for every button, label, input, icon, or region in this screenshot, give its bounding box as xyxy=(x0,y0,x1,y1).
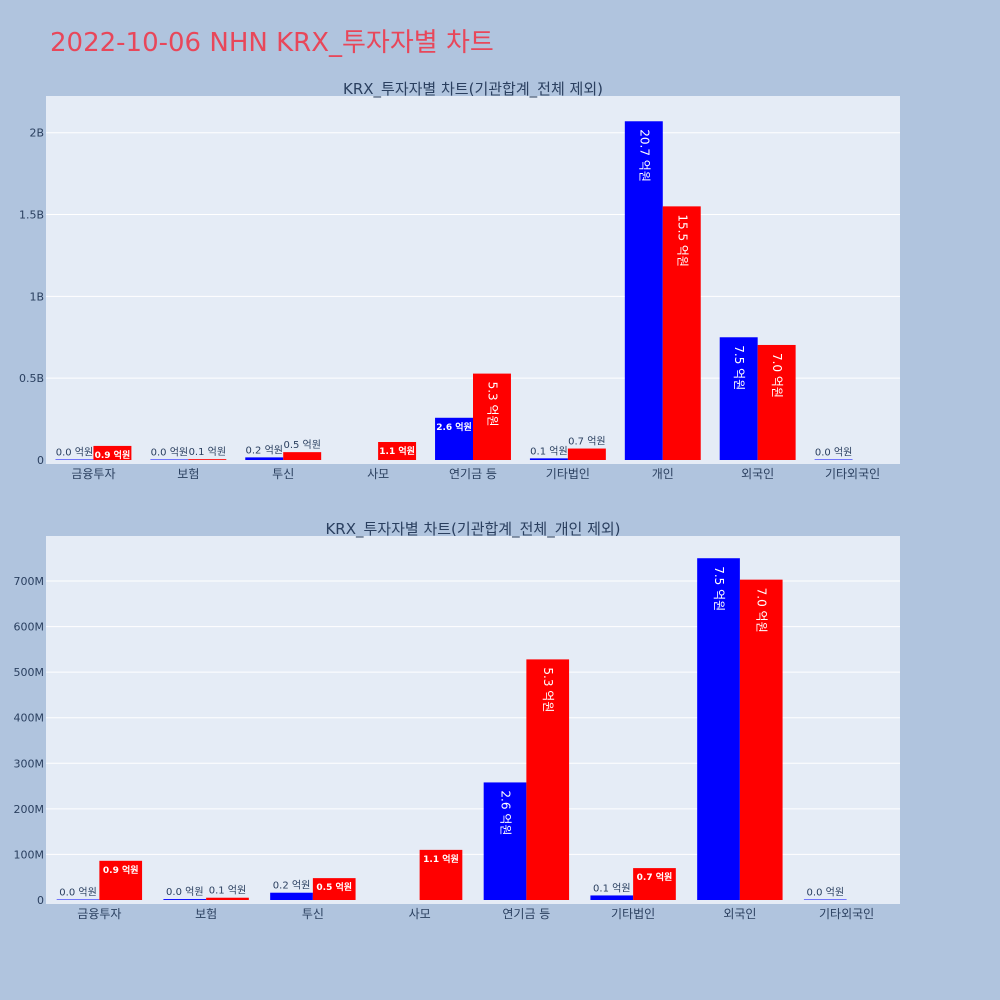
data-label: 2.6 억원 xyxy=(436,421,472,433)
bar-sell xyxy=(206,897,249,900)
bar-sell xyxy=(283,452,322,460)
data-label: 5.3 억원 xyxy=(485,382,499,427)
x-tick-label: 금융투자 xyxy=(77,907,121,921)
data-label: 5.3 억원 xyxy=(541,667,555,712)
data-label: 0.1 억원 xyxy=(530,445,567,457)
bar-buy xyxy=(56,899,100,900)
data-label: 0.1 억원 xyxy=(209,885,246,897)
data-label: 0.0 억원 xyxy=(151,447,188,459)
y-tick-label: 1B xyxy=(29,290,44,303)
data-label: 0.5 억원 xyxy=(283,439,320,451)
y-tick-label: 400M xyxy=(14,712,45,725)
bar-buy xyxy=(814,459,853,460)
data-label: 20.7 억원 xyxy=(637,129,651,182)
data-label: 7.0 억원 xyxy=(755,588,769,633)
data-label: 0.0 억원 xyxy=(807,887,844,899)
data-label: 0.5 억원 xyxy=(316,881,352,893)
data-label: 0.0 억원 xyxy=(815,447,852,459)
data-label: 7.5 억원 xyxy=(732,345,746,390)
x-tick-label: 기타법인 xyxy=(611,907,655,921)
bar-buy xyxy=(624,121,663,460)
y-tick-label: 300M xyxy=(14,757,45,770)
data-label: 0.7 억원 xyxy=(637,871,673,883)
bar-sell xyxy=(419,849,463,900)
y-tick-label: 0.5B xyxy=(19,372,44,385)
x-tick-label: 외국인 xyxy=(741,467,774,481)
bar-sell xyxy=(312,878,356,900)
data-label: 1.1 억원 xyxy=(423,853,459,865)
x-tick-label: 기타법인 xyxy=(546,467,590,481)
data-label: 2.6 억원 xyxy=(499,790,513,835)
bar-sell xyxy=(757,344,796,460)
data-label: 1.1 억원 xyxy=(379,445,415,457)
data-label: 15.5 억원 xyxy=(675,214,689,267)
bar-buy xyxy=(55,459,94,460)
bar-buy xyxy=(697,558,740,900)
data-label: 0.9 억원 xyxy=(103,864,139,876)
data-label: 7.0 억원 xyxy=(770,353,784,398)
y-tick-label: 0 xyxy=(37,454,44,467)
y-tick-label: 200M xyxy=(14,803,45,816)
bar-sell xyxy=(473,373,511,460)
y-tick-label: 0 xyxy=(37,894,44,907)
x-tick-label: 개인 xyxy=(652,467,674,481)
x-tick-label: 사모 xyxy=(409,907,431,921)
x-tick-label: 연기금 등 xyxy=(449,467,497,481)
x-tick-label: 보험 xyxy=(177,467,199,481)
chart-top: KRX_투자자별 차트(기관합계_전체 제외) 0 0.5B 1B 1.5B 2B 금융투자… xyxy=(19,80,900,481)
bar-sell xyxy=(739,579,783,900)
bar-sell xyxy=(378,442,417,460)
bar-sell xyxy=(662,206,701,460)
bar-sell xyxy=(99,860,143,900)
bar-buy xyxy=(590,895,634,900)
x-tick-label: 금융투자 xyxy=(71,467,115,481)
y-tick-label: 500M xyxy=(14,666,45,679)
x-tick-label: 연기금 등 xyxy=(502,907,550,921)
y-tick-label: 2B xyxy=(29,127,44,140)
data-label: 0.2 억원 xyxy=(273,880,310,892)
y-tick-label: 1.5B xyxy=(19,209,44,222)
x-tick-label: 투신 xyxy=(272,467,294,481)
bar-buy xyxy=(483,782,527,900)
page-title: 2022-10-06 NHN KRX_투자자별 차트 xyxy=(50,28,494,58)
x-tick-label: 보험 xyxy=(195,907,217,921)
data-label: 0.9 억원 xyxy=(95,449,131,461)
bar-buy xyxy=(163,899,207,900)
bar-buy xyxy=(150,459,189,460)
bar-buy xyxy=(435,417,473,460)
data-label: 7.5 억원 xyxy=(712,566,726,611)
y-tick-label: 600M xyxy=(14,621,45,634)
bar-buy xyxy=(803,899,847,900)
bar-buy xyxy=(270,892,313,900)
chart-title: KRX_투자자별 차트(기관합계_전체_개인 제외) xyxy=(325,520,620,539)
bar-sell xyxy=(188,459,227,460)
data-label: 0.7 억원 xyxy=(568,436,605,448)
data-label: 0.0 억원 xyxy=(166,886,203,898)
bar-buy xyxy=(245,457,284,460)
data-label: 0.0 억원 xyxy=(56,447,93,459)
y-tick-label: 700M xyxy=(14,575,45,588)
x-tick-label: 투신 xyxy=(302,907,324,921)
data-label: 0.1 억원 xyxy=(593,882,630,894)
bar-buy xyxy=(529,458,568,460)
chart-title: KRX_투자자별 차트(기관합계_전체 제외) xyxy=(343,80,603,99)
data-label: 0.0 억원 xyxy=(59,887,96,899)
bar-buy xyxy=(719,337,758,460)
x-tick-label: 외국인 xyxy=(723,907,756,921)
data-label: 0.2 억원 xyxy=(246,444,283,456)
bar-sell xyxy=(567,448,606,460)
x-tick-label: 사모 xyxy=(367,467,389,481)
data-label: 0.1 억원 xyxy=(189,446,226,458)
x-tick-label: 기타외국인 xyxy=(819,907,874,921)
y-tick-label: 100M xyxy=(14,848,45,861)
x-tick-label: 기타외국인 xyxy=(825,467,880,481)
bar-sell xyxy=(526,659,570,900)
bar-sell xyxy=(93,445,132,460)
bar-sell xyxy=(633,868,676,900)
